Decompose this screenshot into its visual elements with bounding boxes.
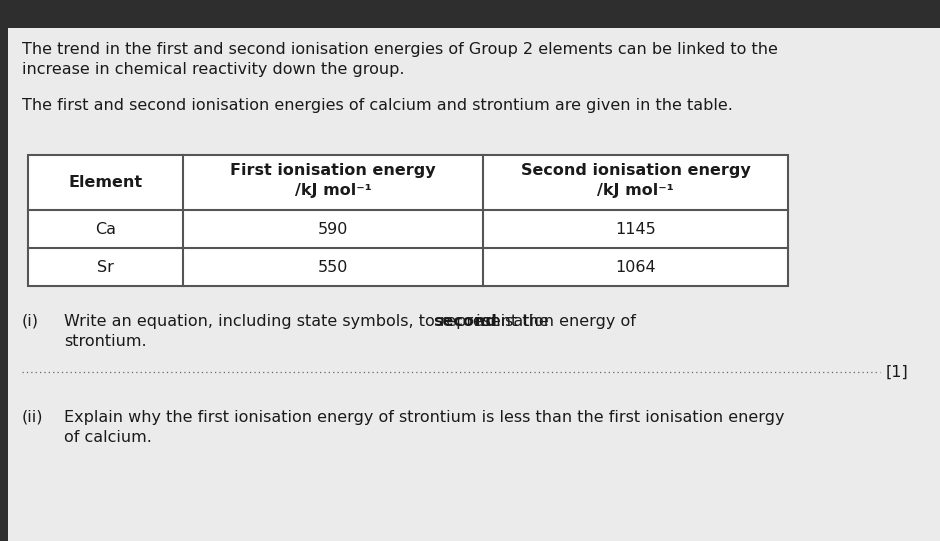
Bar [28,155,788,286]
Text: 590: 590 [318,221,348,236]
Text: The first and second ionisation energies of calcium and strontium are given in t: The first and second ionisation energies… [22,98,733,113]
Text: of calcium.: of calcium. [64,430,152,445]
Text: 1064: 1064 [615,260,656,274]
Text: strontium.: strontium. [64,334,147,349]
Text: The trend in the first and second ionisation energies of Group 2 elements can be: The trend in the first and second ionisa… [22,42,778,57]
Text: First ionisation energy
/kJ mol⁻¹: First ionisation energy /kJ mol⁻¹ [230,163,436,197]
Text: 1145: 1145 [615,221,656,236]
Text: Second ionisation energy
/kJ mol⁻¹: Second ionisation energy /kJ mol⁻¹ [521,163,750,197]
Text: Explain why the first ionisation energy of strontium is less than the first ioni: Explain why the first ionisation energy … [64,410,785,425]
Text: second: second [433,314,497,329]
Text: [1]: [1] [886,365,909,379]
Text: (i): (i) [22,314,39,329]
Text: Ca: Ca [95,221,116,236]
Text: increase in chemical reactivity down the group.: increase in chemical reactivity down the… [22,62,404,77]
Text: Element: Element [69,175,143,190]
Text: ionisation energy of: ionisation energy of [471,314,636,329]
FancyBboxPatch shape [8,28,940,541]
Text: Sr: Sr [97,260,114,274]
Text: 550: 550 [318,260,348,274]
Text: Write an equation, including state symbols, to represent the: Write an equation, including state symbo… [64,314,554,329]
Text: (ii): (ii) [22,410,43,425]
